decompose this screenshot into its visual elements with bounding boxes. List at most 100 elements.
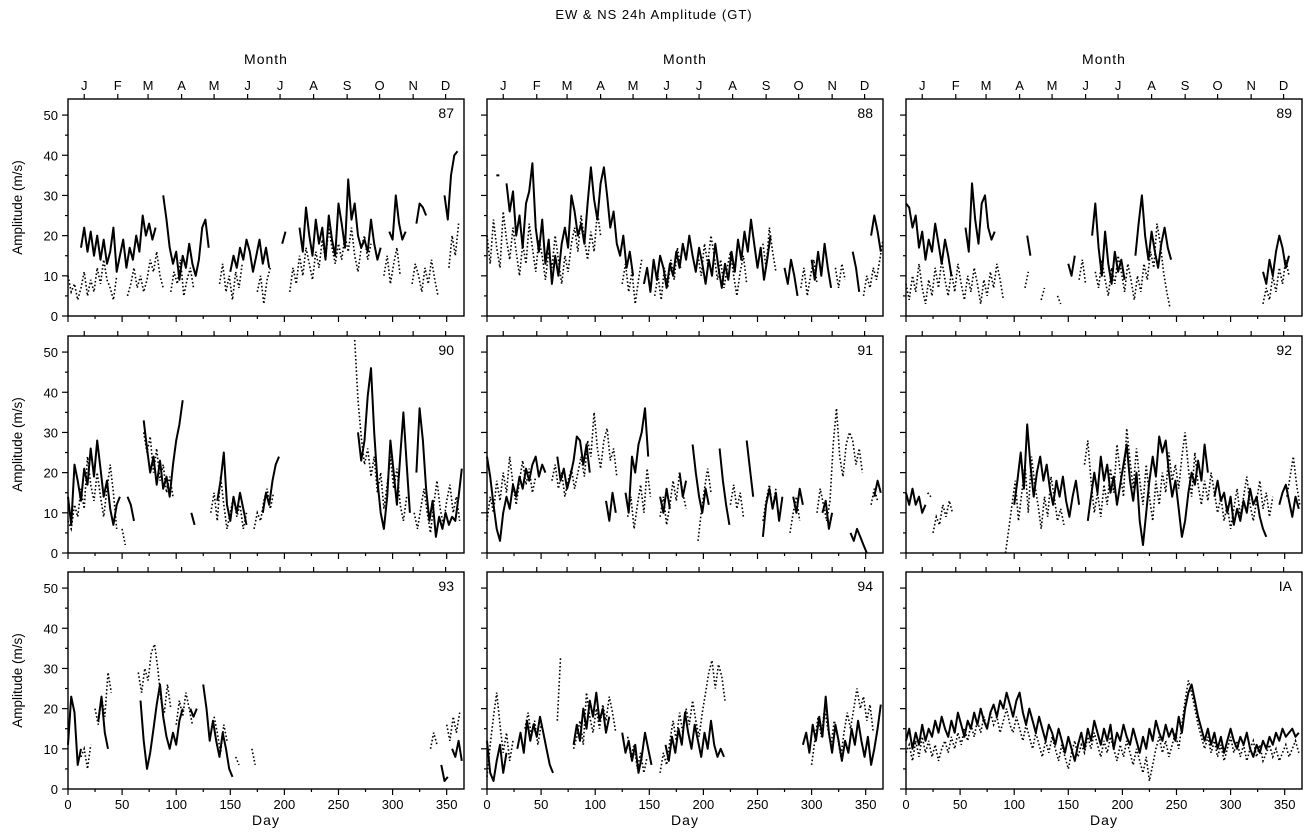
panel-label: 91 bbox=[857, 342, 873, 358]
series-solid-line bbox=[486, 455, 547, 542]
series-solid-line bbox=[505, 162, 635, 285]
series-solid-line bbox=[801, 695, 882, 766]
month-label: M bbox=[143, 78, 154, 93]
series-dotted-line bbox=[524, 712, 542, 745]
series-dotted-line bbox=[137, 641, 172, 713]
y-axis-title: Amplitude (m/s) bbox=[10, 633, 25, 728]
series-dotted-line bbox=[1004, 456, 1065, 554]
series-solid-line bbox=[1086, 435, 1209, 546]
month-label: J bbox=[244, 78, 251, 93]
series-solid-line bbox=[516, 715, 554, 774]
x-tick-label: 300 bbox=[1220, 797, 1242, 812]
y-tick-label: 50 bbox=[44, 345, 58, 360]
series-solid-line bbox=[1278, 483, 1300, 518]
month-label: J bbox=[1115, 78, 1122, 93]
plot-frame bbox=[486, 335, 884, 554]
x-axis-title: Day bbox=[671, 812, 699, 828]
panel-label: IA bbox=[1279, 578, 1293, 594]
series-solid-line bbox=[357, 367, 411, 530]
month-label: A bbox=[1015, 78, 1024, 93]
month-label: J bbox=[277, 78, 284, 93]
series-solid-line bbox=[440, 764, 449, 782]
month-label: J bbox=[696, 78, 703, 93]
panel-label: 88 bbox=[857, 105, 873, 121]
x-tick-label: 200 bbox=[274, 797, 296, 812]
series-solid-line bbox=[281, 231, 287, 244]
series-dotted-line bbox=[1078, 259, 1087, 285]
series-dotted-line bbox=[556, 656, 562, 721]
series-dotted-line bbox=[80, 744, 92, 770]
month-label: N bbox=[408, 78, 417, 93]
month-label: M bbox=[562, 78, 573, 93]
series-solid-line bbox=[851, 251, 861, 293]
series-solid-line bbox=[126, 496, 135, 522]
series-dotted-line bbox=[353, 339, 408, 522]
series-solid-line bbox=[67, 695, 82, 766]
series-solid-line bbox=[189, 708, 198, 718]
month-label: A bbox=[596, 78, 605, 93]
panel-IA: 0 50 100 150 200 250 300 350 Day IA bbox=[900, 567, 1303, 828]
plot-frame bbox=[67, 98, 465, 317]
series-solid-line bbox=[849, 527, 868, 554]
series-dotted-line bbox=[486, 211, 602, 285]
plot-frame bbox=[67, 571, 465, 790]
series-dotted-line bbox=[126, 251, 164, 297]
x-tick-label: 250 bbox=[328, 797, 350, 812]
series-dotted-line bbox=[762, 227, 777, 272]
panel-89: J F M A M J J A S O N D Month 89 bbox=[900, 51, 1303, 322]
series-solid-line bbox=[642, 218, 772, 293]
y-tick-label: 10 bbox=[44, 506, 58, 521]
series-solid-line bbox=[298, 178, 382, 261]
series-solid-line bbox=[873, 479, 882, 497]
plot-frame bbox=[905, 335, 1303, 554]
series-solid-line bbox=[162, 195, 210, 281]
series-dotted-line bbox=[253, 488, 275, 530]
x-tick-label: 350 bbox=[1274, 797, 1296, 812]
series-solid-line bbox=[624, 407, 650, 514]
series-dotted-line bbox=[1040, 287, 1046, 301]
series-dotted-line bbox=[175, 692, 194, 725]
month-label: F bbox=[952, 78, 960, 93]
series-solid-line bbox=[572, 691, 611, 745]
series-solid-line bbox=[761, 487, 784, 537]
series-dotted-line bbox=[486, 692, 514, 777]
panel-label: 90 bbox=[438, 342, 454, 358]
y-tick-label: 20 bbox=[44, 466, 58, 481]
y-tick-label: 0 bbox=[51, 782, 58, 797]
month-label: O bbox=[794, 78, 804, 93]
panel-90: 0 10 20 30 40 50 Amplitude (m/s) 90 bbox=[10, 331, 465, 561]
series-solid-line bbox=[486, 740, 508, 782]
series-dotted-line bbox=[256, 267, 272, 305]
y-tick-label: 40 bbox=[44, 148, 58, 163]
series-solid-line bbox=[810, 242, 833, 289]
series-dotted-line bbox=[810, 688, 875, 766]
series-solid-line bbox=[621, 731, 653, 774]
series-solid-line bbox=[67, 439, 121, 526]
series-dotted-line bbox=[1083, 428, 1274, 530]
series-dotted-line bbox=[572, 692, 617, 750]
series-solid-line bbox=[216, 451, 248, 526]
month-label: J bbox=[663, 78, 670, 93]
series-dotted-line bbox=[1094, 223, 1171, 309]
series-dotted-line bbox=[429, 732, 438, 749]
x-tick-label: 300 bbox=[801, 797, 823, 812]
month-label: D bbox=[860, 78, 869, 93]
series-dotted-line bbox=[413, 480, 461, 534]
series-dotted-line bbox=[697, 468, 712, 541]
x-tick-label: 300 bbox=[382, 797, 404, 812]
series-solid-line bbox=[1134, 194, 1173, 269]
series-solid-line bbox=[1091, 202, 1126, 285]
panel-93: 0 10 20 30 40 50 Amplitude (m/s) 0 50 100 150 200 25… bbox=[10, 567, 465, 828]
series-solid-line bbox=[415, 202, 428, 224]
plot-frame bbox=[67, 335, 465, 554]
series-solid-line bbox=[443, 150, 459, 221]
series-dotted-line bbox=[67, 259, 118, 301]
panel-label: 93 bbox=[438, 578, 454, 594]
series-dotted-line bbox=[1056, 295, 1062, 305]
month-label: A bbox=[309, 78, 318, 93]
x-tick-label: 350 bbox=[855, 797, 877, 812]
series-solid-line bbox=[261, 456, 280, 513]
series-solid-line bbox=[1262, 234, 1290, 285]
x-tick-label: 50 bbox=[953, 797, 967, 812]
